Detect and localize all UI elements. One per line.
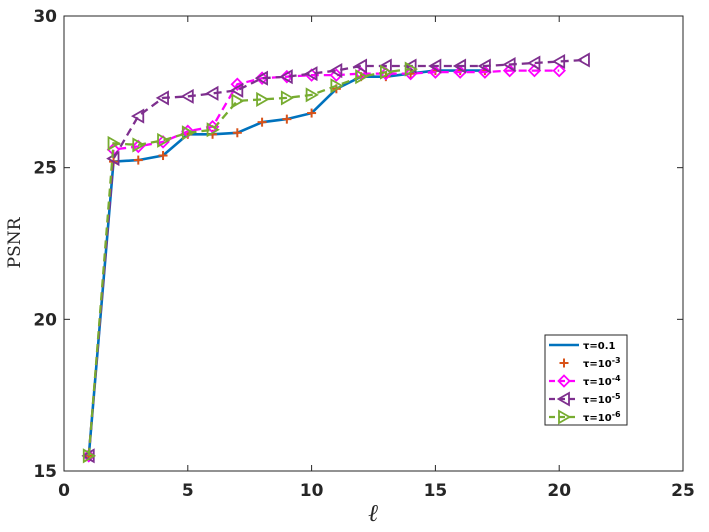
- data-point-plus: [232, 128, 242, 138]
- y-tick-label: 25: [33, 159, 57, 179]
- y-axis-label: PSNR: [5, 216, 25, 268]
- legend-marker: [557, 374, 571, 388]
- x-tick-label: 20: [547, 481, 571, 501]
- data-point-triangle-right: [330, 78, 344, 94]
- legend-base: 10: [598, 413, 612, 424]
- legend-marker: [556, 391, 570, 407]
- legend-entry-1: τ=10-3: [559, 356, 621, 370]
- data-point-plus: [158, 151, 168, 161]
- data-point-triangle-left: [180, 88, 194, 104]
- legend-label: τ=10-4: [583, 374, 621, 388]
- y-tick-label: 30: [33, 7, 57, 27]
- data-point-diamond: [230, 77, 245, 92]
- data-point-triangle-left: [329, 63, 343, 79]
- legend-label: τ=10-5: [583, 392, 621, 406]
- x-tick-label: 25: [671, 481, 695, 501]
- legend-base: 10: [598, 377, 612, 388]
- legend-marker: [558, 409, 572, 425]
- data-point-triangle-right: [355, 69, 369, 85]
- data-series: [81, 52, 590, 464]
- legend-exponent: -6: [612, 410, 621, 419]
- legend-marker: [559, 358, 569, 368]
- data-point-triangle-left: [230, 82, 244, 98]
- data-point-triangle-right: [82, 448, 97, 464]
- x-axis-label: ℓ: [368, 499, 378, 527]
- data-point-triangle-right: [231, 93, 245, 109]
- data-point-triangle-right: [107, 135, 121, 151]
- legend-entry-4: τ=10-6: [549, 409, 621, 425]
- legend-tau: τ=: [583, 341, 598, 352]
- data-point-plus: [257, 117, 267, 127]
- data-point-triangle-left: [205, 85, 219, 101]
- y-tick-label: 20: [33, 310, 57, 330]
- series-line: [87, 69, 560, 456]
- legend-exponent: -4: [612, 374, 621, 383]
- data-point-triangle-left: [155, 90, 169, 106]
- data-point-triangle-right: [256, 91, 270, 107]
- data-point-triangle-right: [404, 61, 418, 77]
- legend: τ=0.1τ=10-3τ=10-4τ=10-5τ=10-6: [544, 334, 628, 426]
- data-point-triangle-right: [305, 87, 319, 103]
- data-point-triangle-left: [353, 58, 368, 74]
- legend-tau: τ=: [583, 359, 598, 370]
- legend-exponent: -5: [612, 392, 621, 401]
- y-tick-label: 15: [33, 462, 57, 482]
- legend-entry-0: τ=0.1: [549, 341, 616, 352]
- data-point-triangle-left: [279, 69, 293, 85]
- data-point-triangle-left: [551, 53, 566, 70]
- data-point-plus: [307, 108, 317, 118]
- data-point-triangle-left: [254, 70, 268, 86]
- data-point-triangle-left: [304, 66, 318, 82]
- data-point-triangle-left: [452, 58, 467, 74]
- data-point-triangle-right: [157, 132, 171, 148]
- data-point-triangle-left: [477, 58, 491, 74]
- legend-base: 0.1: [598, 341, 616, 352]
- series-4: [82, 61, 418, 464]
- data-point-triangle-right: [280, 90, 295, 106]
- series-line: [87, 58, 585, 456]
- data-point-diamond: [552, 63, 566, 78]
- x-tick-label: 0: [58, 481, 70, 501]
- legend-tau: τ=: [583, 377, 598, 388]
- legend-tau: τ=: [583, 395, 598, 406]
- data-point-plus: [282, 114, 292, 124]
- data-point-plus: [133, 155, 143, 165]
- data-point-triangle-right: [379, 64, 394, 80]
- data-point-triangle-right: [181, 125, 196, 141]
- data-point-triangle-left: [576, 52, 590, 68]
- data-point-triangle-left: [527, 55, 541, 71]
- x-tick-label: 10: [300, 481, 324, 501]
- axis-ticks: 0 5 10 15 20 25 15 20 25 30: [33, 7, 695, 501]
- legend-label: τ=10-3: [583, 356, 621, 370]
- legend-entry-3: τ=10-5: [549, 391, 621, 407]
- legend-label: τ=0.1: [583, 341, 616, 352]
- legend-exponent: -3: [612, 356, 621, 365]
- data-point-triangle-left: [502, 56, 516, 73]
- legend-base: 10: [598, 359, 612, 370]
- data-point-triangle-left: [428, 58, 442, 74]
- data-point-triangle-left: [130, 108, 145, 124]
- legend-entry-2: τ=10-4: [549, 374, 621, 388]
- data-point-triangle-right: [132, 137, 146, 153]
- x-tick-label: 15: [424, 481, 448, 501]
- data-point-triangle-right: [206, 122, 220, 138]
- data-point-diamond: [329, 68, 344, 82]
- legend-tau: τ=: [583, 413, 598, 424]
- legend-label: τ=10-6: [583, 410, 621, 424]
- series-3: [81, 52, 590, 464]
- legend-base: 10: [598, 395, 612, 406]
- x-tick-label: 5: [182, 481, 194, 501]
